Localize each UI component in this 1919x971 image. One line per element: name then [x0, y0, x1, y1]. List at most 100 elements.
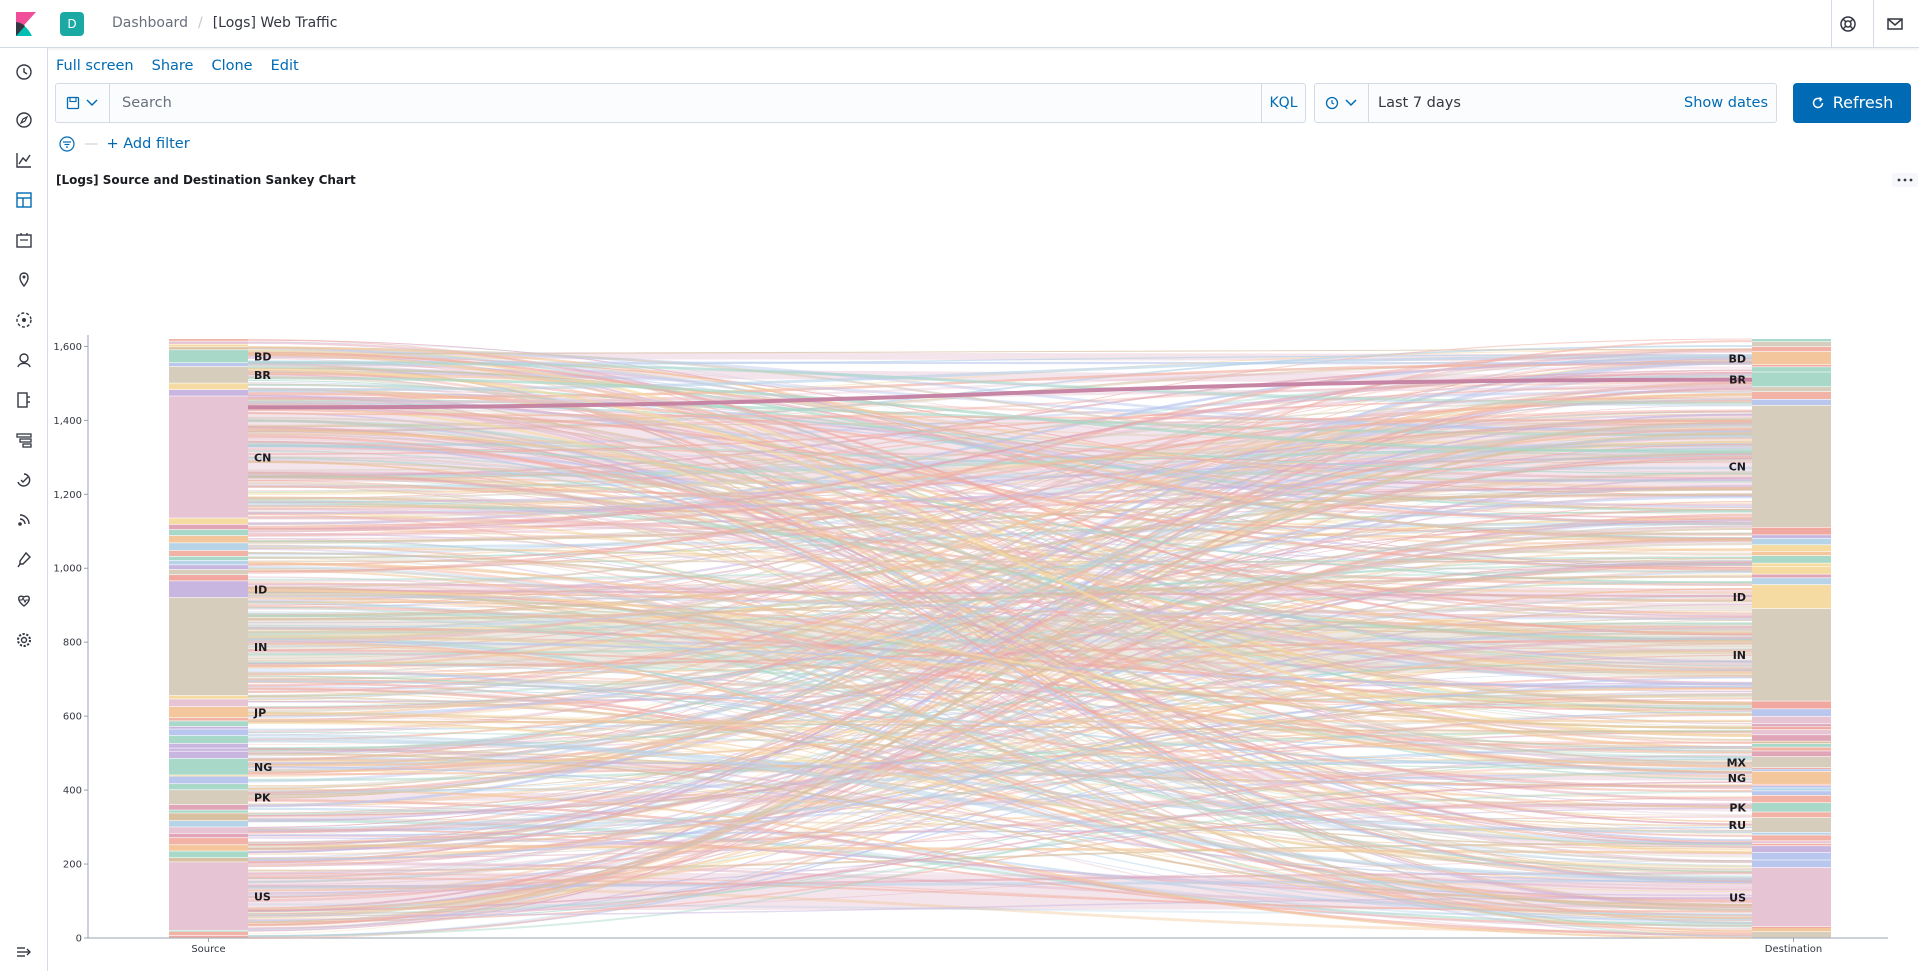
collapse-icon[interactable]	[14, 942, 34, 962]
sankey-link	[247, 711, 1753, 808]
sankey-link	[247, 417, 1753, 675]
sankey-labels: US PK NG JP IN ID CN BR BD US RU PK NG MX IN ID CN BR BD	[253, 351, 1747, 905]
saved-query-button[interactable]	[56, 84, 110, 122]
space-avatar[interactable]: D	[60, 12, 84, 36]
sankey-link	[247, 687, 1753, 871]
maps-icon[interactable]	[14, 270, 34, 290]
y-tick-label: 200	[63, 860, 82, 871]
source-node	[169, 851, 248, 858]
sankey-link	[247, 500, 1753, 742]
source-node	[169, 389, 248, 396]
sankey-link	[247, 522, 1753, 549]
y-tick-label: 1,000	[53, 564, 82, 575]
search-input[interactable]: Search	[122, 95, 172, 111]
destination-node	[1752, 724, 1831, 727]
ml-icon[interactable]	[14, 310, 34, 330]
sankey-link	[247, 513, 1753, 934]
dev-tools-icon[interactable]	[14, 550, 34, 570]
apm-icon[interactable]	[14, 430, 34, 450]
sankey-link	[247, 440, 1753, 774]
visualize-icon[interactable]	[14, 150, 34, 170]
sankey-link	[247, 511, 1753, 774]
sankey-link	[247, 624, 1753, 755]
destination-node	[1752, 835, 1831, 841]
destination-node	[1752, 346, 1831, 352]
full-screen-link[interactable]: Full screen	[56, 58, 134, 74]
sankey-link	[247, 525, 1753, 875]
monitoring-icon[interactable]	[14, 590, 34, 610]
destination-node	[1752, 788, 1831, 791]
sankey-link	[247, 532, 1753, 593]
sankey-panel: [Logs] Source and Destination Sankey Cha…	[48, 168, 1919, 971]
x-label-source: Source	[191, 944, 225, 955]
kibana-logo-icon[interactable]	[12, 12, 36, 36]
calendar-clock-icon	[1325, 96, 1339, 110]
management-icon[interactable]	[14, 630, 34, 650]
kql-toggle[interactable]: KQL	[1261, 84, 1305, 122]
sankey-link	[247, 758, 1753, 923]
sankey-link	[247, 398, 1753, 700]
quick-menu-button[interactable]	[1315, 84, 1369, 122]
sankey-link	[247, 496, 1753, 556]
filter-icon[interactable]	[58, 135, 76, 153]
destination-node	[1752, 784, 1831, 786]
clock-icon[interactable]	[14, 62, 34, 82]
destination-node	[1752, 339, 1831, 342]
destination-label-in: IN	[1733, 649, 1746, 662]
source-node	[169, 341, 248, 344]
sankey-link	[247, 715, 1753, 764]
sankey-link	[247, 635, 1753, 648]
chevron-down-icon	[1345, 99, 1357, 107]
destination-label-ru: RU	[1729, 819, 1746, 832]
destination-node-us	[1752, 867, 1831, 927]
dashboard-icon[interactable]	[14, 190, 34, 210]
clone-link[interactable]: Clone	[211, 58, 253, 74]
sankey-link	[247, 565, 1753, 868]
panel-options-icon[interactable]	[1891, 170, 1919, 190]
source-node	[169, 347, 248, 350]
add-filter-link[interactable]: + Add filter	[106, 136, 190, 152]
destination-node	[1752, 551, 1831, 556]
show-dates-link[interactable]: Show dates	[1684, 95, 1768, 111]
uptime-icon[interactable]	[14, 470, 34, 490]
breadcrumb-current: [Logs] Web Traffic	[212, 15, 338, 31]
sankey-link	[247, 719, 1753, 724]
siem-icon[interactable]	[14, 510, 34, 530]
sankey-link	[247, 458, 1753, 828]
sankey-link	[247, 405, 1753, 535]
sankey-link	[247, 718, 1753, 919]
sankey-link	[247, 538, 1753, 766]
panel-title: [Logs] Source and Destination Sankey Cha…	[56, 173, 356, 187]
destination-node-pk	[1752, 803, 1831, 812]
destination-label-us: US	[1729, 891, 1746, 904]
sankey-link	[247, 525, 1753, 752]
logs-icon[interactable]	[14, 390, 34, 410]
sankey-link	[247, 422, 1753, 573]
infrastructure-icon[interactable]	[14, 350, 34, 370]
sankey-link	[247, 471, 1753, 802]
sankey-link	[247, 688, 1753, 870]
save-icon	[66, 96, 80, 110]
sankey-link	[247, 560, 1753, 563]
share-link[interactable]: Share	[151, 58, 194, 74]
destination-node-cn	[1752, 405, 1831, 527]
destination-node-ng	[1752, 771, 1831, 784]
sankey-link	[247, 442, 1753, 523]
sankey-link	[247, 532, 1753, 693]
sankey-link	[247, 639, 1753, 828]
breadcrumb-dashboard[interactable]: Dashboard	[112, 15, 188, 31]
source-node	[169, 535, 248, 543]
edit-link[interactable]: Edit	[270, 58, 299, 74]
destination-label-pk: PK	[1729, 802, 1746, 815]
sankey-link	[247, 355, 1753, 473]
help-icon[interactable]	[1836, 12, 1860, 36]
sankey-link	[247, 766, 1753, 884]
discover-icon[interactable]	[14, 110, 34, 130]
sankey-link-highlight	[247, 377, 1753, 410]
refresh-button[interactable]: Refresh	[1793, 83, 1911, 123]
newsfeed-mail-icon[interactable]	[1883, 12, 1907, 36]
y-tick-label: 0	[76, 934, 82, 945]
canvas-icon[interactable]	[14, 230, 34, 250]
source-node	[169, 556, 248, 561]
time-range-label[interactable]: Last 7 days	[1378, 95, 1461, 111]
